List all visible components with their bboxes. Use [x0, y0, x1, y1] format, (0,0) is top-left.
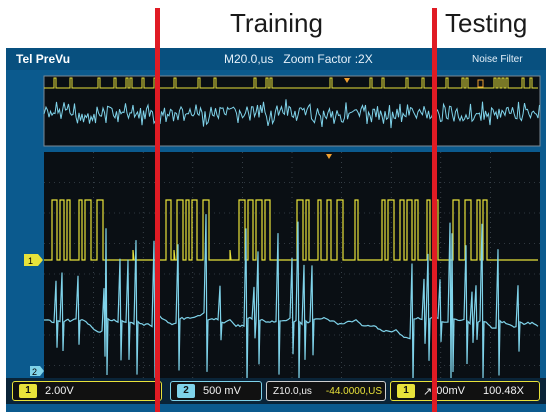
overview-ch2-trace	[43, 99, 540, 129]
testing-label: Testing	[445, 8, 528, 38]
ch1-scale-value: 2.00V	[45, 385, 74, 397]
ch2-scale-value: 500 mV	[203, 385, 241, 397]
timebase-readout: M20.0,us Zoom Factor :2X	[224, 52, 373, 66]
trigger-readout[interactable]: 1 ↗ 00mV 100.48X	[390, 381, 540, 401]
overview-ch1-trace	[44, 77, 538, 89]
ch1-scale-readout[interactable]: 1 2.00V	[12, 381, 162, 401]
ch2-marker-text: 2	[32, 367, 37, 377]
trigger-source-badge: 1	[397, 384, 415, 398]
ch1-marker-text: 1	[28, 256, 33, 266]
oscilloscope-display: Tel PreVu M20.0,us Zoom Factor :2X Noise…	[6, 48, 546, 412]
ch2-scale-readout[interactable]: 2 500 mV	[170, 381, 262, 401]
noise-filter-button[interactable]: Noise Filter	[472, 54, 523, 65]
training-split-line	[155, 8, 160, 412]
waveform-screen: 1 2	[6, 70, 546, 392]
scope-header: Tel PreVu M20.0,us Zoom Factor :2X Noise…	[6, 48, 546, 70]
trigger-level: 00mV	[436, 385, 465, 397]
timebase-value: M20.0,us	[224, 52, 274, 66]
trigger-slope-icon: ↗	[423, 385, 433, 398]
zoom-trigger-marker	[326, 154, 332, 159]
ch1-ground-marker: 1	[24, 254, 43, 266]
status-bar: 1 2.00V 2 500 mV Z10.0,us -44.0000,US 1 …	[6, 378, 546, 404]
zoom-ch1-trace	[44, 199, 538, 261]
zoom-position: -44.0000,US	[325, 385, 383, 397]
training-label: Training	[230, 8, 323, 38]
overview-trigger-marker	[344, 78, 350, 83]
ch1-badge: 1	[19, 384, 37, 398]
brand-logo: Tel PreVu	[16, 52, 71, 66]
zoom-timebase-readout[interactable]: Z10.0,us -44.0000,US	[266, 381, 386, 401]
ch2-ground-marker: 2	[30, 366, 44, 377]
graticule	[44, 152, 540, 392]
ch2-badge: 2	[177, 384, 195, 398]
sample-readout: 100.48X	[482, 385, 524, 397]
zoom-ch2-trace	[44, 214, 539, 385]
zoom-window-marker	[477, 79, 484, 88]
testing-split-line	[432, 8, 437, 412]
zoom-timebase-scale: Z10.0,us	[273, 385, 312, 397]
zoom-factor: Zoom Factor :2X	[283, 52, 373, 66]
